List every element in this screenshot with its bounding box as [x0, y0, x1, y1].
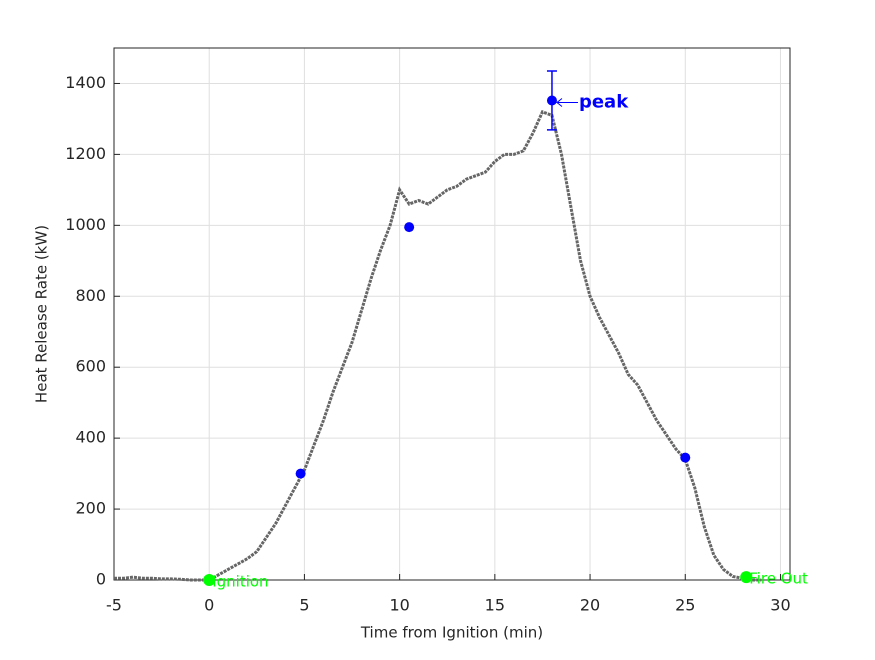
y-axis-label: Heat Release Rate (kW) — [33, 225, 51, 403]
y-tick-label: 1000 — [65, 215, 106, 234]
data-point — [295, 468, 306, 479]
annotation: Fire Out — [749, 570, 808, 588]
x-tick-label: 10 — [389, 596, 409, 615]
data-line — [114, 109, 762, 582]
data-point — [740, 571, 753, 584]
plot-frame — [113, 47, 791, 581]
annotation: peak — [579, 91, 629, 112]
x-tick-label: 5 — [299, 596, 309, 615]
x-tick-label: -5 — [106, 596, 122, 615]
x-tick-label: 15 — [485, 596, 505, 615]
data-point — [546, 95, 557, 106]
data-point — [404, 222, 415, 233]
x-tick-label: 30 — [770, 596, 790, 615]
data-point — [203, 574, 216, 586]
x-tick-label: 0 — [204, 596, 214, 615]
x-tick-label: 25 — [675, 596, 695, 615]
annotation: Ignition — [212, 573, 268, 591]
y-tick-label: 800 — [75, 286, 106, 305]
x-axis-label: Time from Ignition (min) — [360, 624, 543, 642]
y-tick-label: 1400 — [65, 73, 106, 92]
y-tick-label: 600 — [75, 357, 106, 376]
data-point — [680, 452, 691, 463]
y-tick-label: 200 — [75, 499, 106, 518]
annotation-arrow — [556, 98, 578, 107]
y-tick-label: 1200 — [65, 144, 106, 163]
x-tick-label: 20 — [580, 596, 600, 615]
y-tick-label: 400 — [75, 428, 106, 447]
y-tick-label: 0 — [96, 570, 106, 589]
